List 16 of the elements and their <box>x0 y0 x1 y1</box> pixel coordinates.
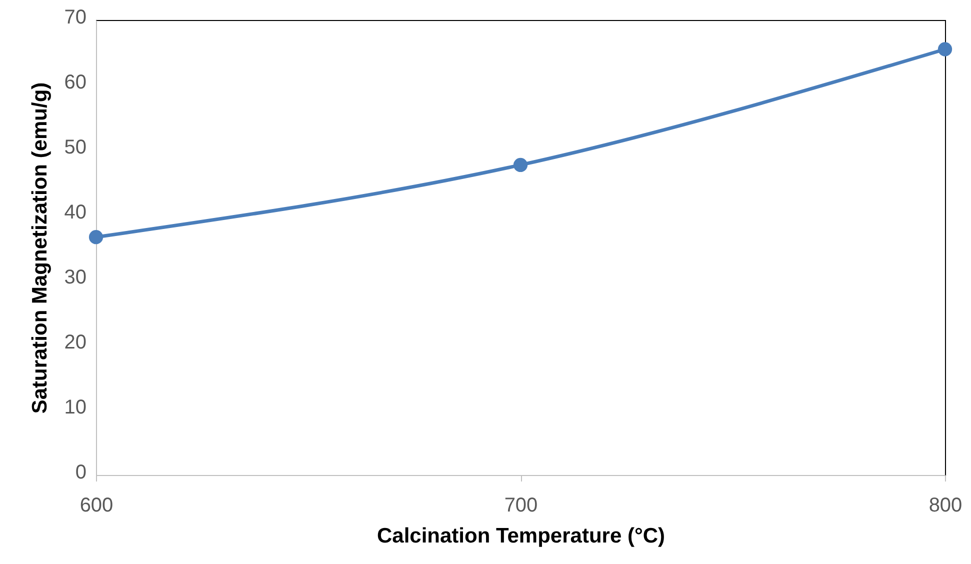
y-tick-label: 30 <box>64 266 86 288</box>
point <box>88 230 104 244</box>
x-tick-label: 800 <box>928 494 962 516</box>
point <box>938 42 952 56</box>
y-tick-label: 40 <box>64 202 86 224</box>
x-tick-label: 700 <box>504 494 538 516</box>
y-tick-label: 10 <box>64 396 86 418</box>
y-tick-label: 60 <box>64 72 86 94</box>
y-tick-label: 50 <box>64 136 86 158</box>
y-axis-title: Saturation Magnetization (emu/g) <box>28 82 52 414</box>
x-axis-title: Calcination Temperature (°C) <box>376 524 666 548</box>
y-tick-label: 0 <box>75 462 86 484</box>
y-tick-label: 20 <box>64 332 86 354</box>
y-tick-label: 70 <box>64 6 86 28</box>
point <box>513 158 528 172</box>
x-tick-label: 600 <box>80 494 114 516</box>
